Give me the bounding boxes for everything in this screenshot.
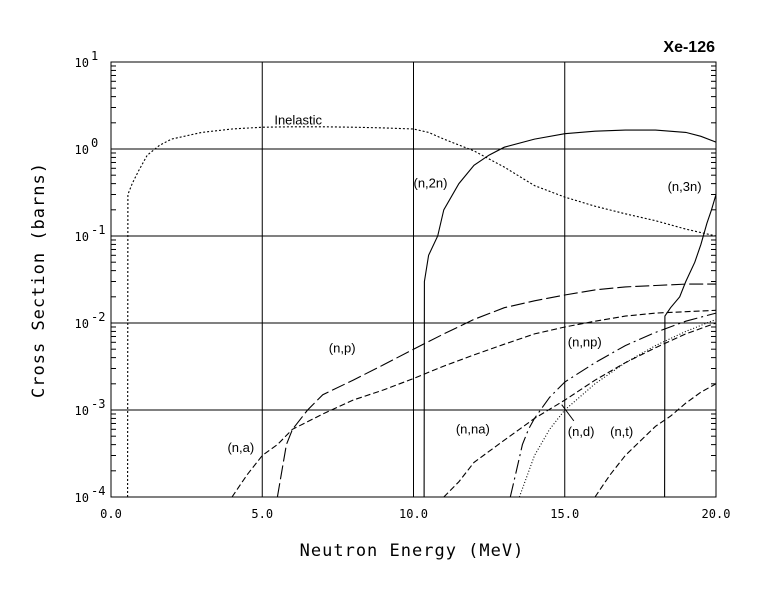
label-leader-line: [561, 404, 575, 422]
series-inelastic-label: Inelastic: [274, 113, 322, 128]
series-n-np-label: (n,np): [568, 334, 602, 349]
series-n-2n-label: (n,2n): [414, 176, 448, 191]
series-n-a-line: [231, 309, 717, 498]
series-inelastic-line: [127, 126, 717, 498]
y-tick-exponent: 1: [91, 49, 98, 63]
y-tick-label: 10: [75, 317, 89, 331]
series-labels: Inelastic (n,2n) (n,3n) (n,p) (n,a) (n,na) (n,…: [227, 113, 701, 455]
y-tick-label: 10: [75, 491, 89, 505]
series-n-2n-line: [423, 129, 717, 498]
y-tick-exponent: -4: [91, 484, 105, 498]
y-tick-label: 10: [75, 230, 89, 244]
y-tick-label: 10: [75, 404, 89, 418]
x-tick-label: 15.0: [550, 507, 579, 521]
y-tick-exponent: -1: [91, 223, 105, 237]
y-tick-label: 10: [75, 143, 89, 157]
y-tick-exponent: -2: [91, 310, 105, 324]
series-n-d-label: (n,d): [568, 424, 595, 439]
y-axis-title: Cross Section (barns): [29, 162, 49, 398]
y-tick-exponent: -3: [91, 397, 105, 411]
x-tick-label: 20.0: [702, 507, 731, 521]
y-tick-label: 10: [75, 56, 89, 70]
series-n-p-line: [276, 283, 716, 498]
series-n-3n-line: [664, 194, 717, 498]
plot-frame: [110, 61, 717, 498]
series-n-na-line: [443, 322, 717, 498]
series-curves: [127, 126, 717, 498]
series-n-d-line: [518, 318, 717, 498]
series-n-t-line: [594, 383, 717, 498]
series-n-3n-label: (n,3n): [668, 179, 702, 194]
series-n-a-label: (n,a): [227, 440, 254, 455]
grid-lines: [111, 62, 716, 497]
series-n-np-line: [509, 312, 717, 498]
x-tick-labels: 0.0 5.0 10.0 15.0 20.0: [100, 507, 730, 521]
x-tick-label: 10.0: [399, 507, 428, 521]
series-n-na-label: (n,na): [456, 421, 490, 436]
x-axis-title: Neutron Energy (MeV): [300, 541, 525, 561]
series-n-t-label: (n,t): [610, 424, 633, 439]
y-tick-exponent: 0: [91, 136, 98, 150]
series-n-p-label: (n,p): [329, 340, 356, 355]
x-tick-label: 5.0: [251, 507, 273, 521]
chart-title: Xe-126: [663, 39, 715, 56]
x-tick-label: 0.0: [100, 507, 122, 521]
